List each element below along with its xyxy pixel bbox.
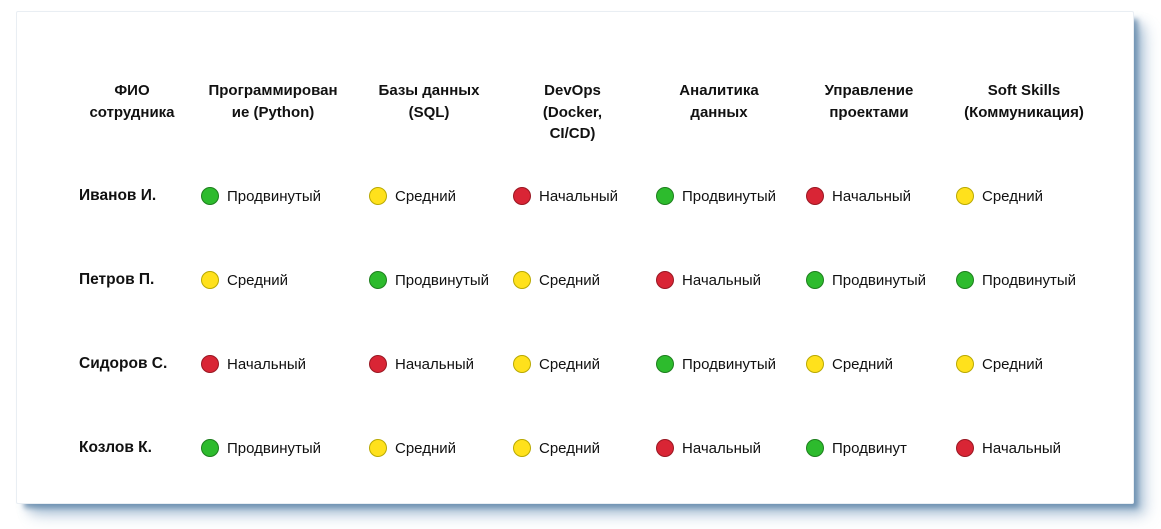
skill-matrix-card: ФИО сотрудника Программирован ие (Python)… bbox=[16, 11, 1134, 504]
status-dot-yellow-icon bbox=[369, 439, 387, 457]
status-dot-green-icon bbox=[201, 439, 219, 457]
status-dot-green-icon bbox=[656, 187, 674, 205]
status-dot-yellow-icon bbox=[956, 187, 974, 205]
skill-level-label: Средний bbox=[539, 271, 600, 289]
skill-level-label: Продвинут bbox=[832, 439, 907, 457]
employee-name: Петров П. bbox=[79, 271, 155, 288]
skill-level-label: Средний bbox=[539, 355, 600, 373]
skill-level-label: Средний bbox=[395, 187, 456, 205]
employee-name: Сидоров С. bbox=[79, 355, 168, 372]
column-header-0: ФИО сотрудника bbox=[89, 82, 175, 121]
skill-level-label: Продвинутый bbox=[682, 187, 777, 205]
status-dot-green-icon bbox=[956, 271, 974, 289]
skill-cell: Начальный bbox=[794, 154, 944, 238]
skill-level-label: Средний bbox=[982, 355, 1043, 373]
skill-level-label: Средний bbox=[832, 355, 893, 373]
skill-level-label: Средний bbox=[395, 439, 456, 457]
skill-cell: Средний bbox=[944, 154, 1104, 238]
skill-cell: Средний bbox=[357, 154, 501, 238]
column-header-2: Базы данных (SQL) bbox=[378, 82, 480, 121]
skill-level-label: Начальный bbox=[539, 187, 619, 205]
status-dot-green-icon bbox=[806, 271, 824, 289]
skill-cell: Средний bbox=[501, 322, 644, 406]
status-dot-red-icon bbox=[956, 439, 974, 457]
status-dot-yellow-icon bbox=[956, 355, 974, 373]
skill-cell: Продвинутый bbox=[644, 322, 794, 406]
skill-level-label: Начальный bbox=[682, 271, 762, 289]
column-header-6: Soft Skills (Коммуникация) bbox=[964, 82, 1084, 121]
skill-cell: Начальный bbox=[501, 154, 644, 238]
skill-cell: Средний bbox=[794, 322, 944, 406]
skill-level-label: Начальный bbox=[982, 439, 1062, 457]
skill-cell: Начальный bbox=[189, 322, 357, 406]
status-dot-red-icon bbox=[513, 187, 531, 205]
skill-cell: Продвинутый bbox=[794, 238, 944, 322]
skill-cell: Средний bbox=[501, 406, 644, 490]
skill-matrix-table: ФИО сотрудника Программирован ие (Python)… bbox=[75, 52, 1104, 490]
status-dot-red-icon bbox=[656, 271, 674, 289]
skill-cell: Продвинутый bbox=[944, 238, 1104, 322]
skill-cell: Продвинутый bbox=[357, 238, 501, 322]
skill-level-label: Начальный bbox=[395, 355, 475, 373]
skill-cell: Начальный bbox=[357, 322, 501, 406]
skill-level-label: Продвинутый bbox=[227, 187, 322, 205]
skill-level-label: Продвинутый bbox=[227, 439, 322, 457]
column-header-4: Аналитика данных bbox=[679, 82, 759, 121]
status-dot-yellow-icon bbox=[369, 187, 387, 205]
status-dot-red-icon bbox=[369, 355, 387, 373]
skill-level-label: Продвинутый bbox=[395, 271, 490, 289]
status-dot-green-icon bbox=[369, 271, 387, 289]
column-header-1: Программирован ие (Python) bbox=[208, 82, 338, 121]
status-dot-green-icon bbox=[806, 439, 824, 457]
status-dot-yellow-icon bbox=[513, 439, 531, 457]
skill-cell: Начальный bbox=[944, 406, 1104, 490]
skill-cell: Продвинутый bbox=[644, 154, 794, 238]
skill-level-label: Средний bbox=[227, 271, 288, 289]
status-dot-green-icon bbox=[201, 187, 219, 205]
skill-cell: Средний bbox=[944, 322, 1104, 406]
status-dot-yellow-icon bbox=[806, 355, 824, 373]
skill-level-label: Средний bbox=[982, 187, 1043, 205]
skill-level-label: Средний bbox=[539, 439, 600, 457]
column-header-3: DevOps (Docker, CI/CD) bbox=[542, 82, 603, 142]
skill-cell: Начальный bbox=[644, 238, 794, 322]
status-dot-yellow-icon bbox=[513, 271, 531, 289]
status-dot-yellow-icon bbox=[513, 355, 531, 373]
skill-level-label: Начальный bbox=[682, 439, 762, 457]
status-dot-yellow-icon bbox=[201, 271, 219, 289]
skill-cell: Продвинутый bbox=[189, 406, 357, 490]
employee-name: Козлов К. bbox=[79, 439, 152, 456]
skill-level-label: Продвинутый bbox=[682, 355, 777, 373]
skill-cell: Средний bbox=[357, 406, 501, 490]
employee-name: Иванов И. bbox=[79, 187, 157, 204]
skill-level-label: Начальный bbox=[227, 355, 307, 373]
skill-cell: Средний bbox=[189, 238, 357, 322]
status-dot-red-icon bbox=[201, 355, 219, 373]
status-dot-red-icon bbox=[656, 439, 674, 457]
skill-cell: Средний bbox=[501, 238, 644, 322]
skill-level-label: Продвинутый bbox=[982, 271, 1077, 289]
status-dot-red-icon bbox=[806, 187, 824, 205]
skill-cell: Продвинутый bbox=[189, 154, 357, 238]
column-header-5: Управление проектами bbox=[824, 82, 914, 121]
skill-cell: Продвинут bbox=[794, 406, 944, 490]
skill-level-label: Начальный bbox=[832, 187, 912, 205]
skill-cell: Начальный bbox=[644, 406, 794, 490]
skill-level-label: Продвинутый bbox=[832, 271, 927, 289]
status-dot-green-icon bbox=[656, 355, 674, 373]
